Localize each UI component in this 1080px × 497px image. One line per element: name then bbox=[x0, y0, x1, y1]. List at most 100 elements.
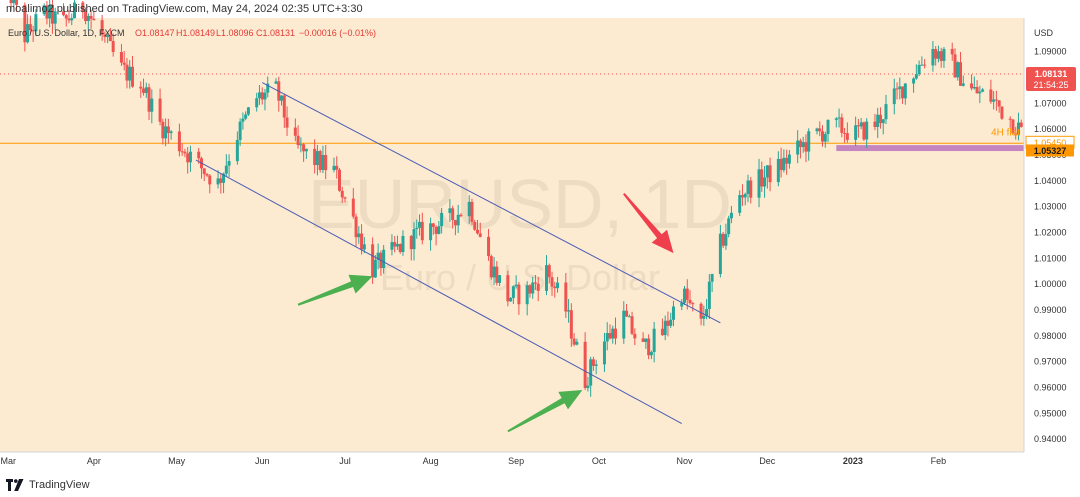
candle bbox=[798, 138, 802, 159]
candle bbox=[509, 297, 513, 302]
footer-brand[interactable]: TradingView bbox=[6, 479, 90, 491]
candle-body bbox=[666, 320, 670, 326]
candle bbox=[219, 172, 223, 194]
candle-body bbox=[807, 131, 811, 152]
ohlc-legend: Euro / U.S. Dollar, 1D, FXCM O1.08147 H1… bbox=[8, 28, 376, 38]
candle bbox=[354, 213, 358, 247]
candle bbox=[158, 88, 162, 126]
candle-body bbox=[92, 18, 96, 21]
candle bbox=[994, 90, 998, 111]
candle-body bbox=[705, 309, 709, 316]
candle-body bbox=[106, 35, 110, 38]
y-tick-label: 0.99000 bbox=[1034, 305, 1067, 315]
flat-price-tag-value: 1.05450 bbox=[1034, 138, 1067, 148]
candle bbox=[263, 89, 267, 111]
candle-body bbox=[473, 221, 477, 230]
candle-body bbox=[28, 24, 32, 31]
publisher-info: moalimo2 published on TradingView.com, M… bbox=[6, 3, 363, 15]
candle-body bbox=[862, 122, 866, 140]
candle-body bbox=[970, 83, 974, 89]
candle-body bbox=[804, 142, 808, 152]
candle bbox=[42, 3, 46, 17]
candle bbox=[936, 45, 940, 63]
candle-body bbox=[255, 98, 259, 108]
candle bbox=[862, 121, 866, 142]
candle-body bbox=[244, 114, 248, 119]
candle bbox=[238, 118, 242, 147]
candle bbox=[398, 243, 402, 254]
candle bbox=[660, 318, 664, 336]
candle bbox=[525, 281, 529, 316]
candle-body bbox=[357, 233, 361, 238]
candle bbox=[796, 130, 800, 164]
candle bbox=[743, 192, 747, 206]
x-axis[interactable] bbox=[0, 451, 1080, 470]
candle bbox=[950, 42, 954, 61]
candle bbox=[202, 168, 206, 182]
candle bbox=[473, 219, 477, 231]
candle bbox=[589, 356, 593, 397]
candle-body bbox=[371, 244, 375, 278]
candle-body bbox=[699, 303, 703, 319]
candle-body bbox=[641, 338, 645, 342]
candle-body bbox=[901, 86, 905, 99]
candle bbox=[489, 254, 493, 280]
candle bbox=[431, 222, 435, 235]
watermark-symbol: EURUSD, 1D bbox=[308, 165, 732, 243]
candle bbox=[785, 149, 789, 175]
candle-body bbox=[246, 107, 250, 115]
candle bbox=[729, 205, 733, 224]
candle-body bbox=[649, 352, 653, 356]
candle-body bbox=[594, 364, 598, 366]
candle-body bbox=[779, 158, 783, 171]
candle-body bbox=[34, 14, 38, 32]
candle-body bbox=[602, 341, 606, 365]
candle bbox=[351, 188, 355, 219]
candle-body bbox=[506, 275, 510, 302]
candle bbox=[222, 172, 226, 194]
candle bbox=[878, 107, 882, 129]
y-tick-label: 1.00000 bbox=[1034, 279, 1067, 289]
x-tick-label: May bbox=[168, 456, 186, 466]
candle bbox=[48, 0, 52, 28]
candle-body bbox=[125, 64, 129, 81]
candle-body bbox=[343, 197, 347, 199]
candle bbox=[459, 213, 463, 218]
x-tick-label: Feb bbox=[931, 456, 947, 466]
candle-body bbox=[994, 99, 998, 101]
candle bbox=[807, 128, 811, 161]
candle-body bbox=[86, 15, 90, 22]
candle-body bbox=[691, 303, 695, 305]
candle-body bbox=[545, 265, 549, 291]
candle bbox=[186, 147, 190, 174]
candle bbox=[671, 300, 675, 327]
candle bbox=[873, 113, 877, 131]
candle-body bbox=[625, 310, 629, 317]
candle-body bbox=[373, 259, 377, 278]
candle-body bbox=[128, 66, 132, 81]
candle-body bbox=[64, 15, 68, 19]
arrow-up-annotation bbox=[297, 274, 373, 306]
candle-body bbox=[622, 310, 626, 339]
candle-body bbox=[257, 92, 261, 99]
candle-body bbox=[840, 117, 844, 133]
candle bbox=[611, 325, 615, 344]
candle bbox=[614, 317, 618, 345]
candle-body bbox=[26, 24, 30, 43]
candle-body bbox=[48, 4, 52, 19]
candle-body bbox=[586, 385, 590, 388]
candle bbox=[536, 277, 540, 302]
candle bbox=[556, 276, 560, 293]
y-tick-label: 1.03000 bbox=[1034, 202, 1067, 212]
candle-body bbox=[351, 198, 355, 217]
candle bbox=[227, 154, 231, 177]
last-price-tag-bg bbox=[1026, 67, 1076, 92]
candle bbox=[166, 118, 170, 144]
candle-body bbox=[354, 216, 358, 238]
candle-body bbox=[197, 151, 201, 159]
x-tick-labels-layer: Mar Apr May Jun Jul Aug Sep Oct Nov Dec 2023 Feb bbox=[1, 456, 947, 466]
candle bbox=[1014, 126, 1018, 140]
candle bbox=[282, 93, 286, 128]
candle-body bbox=[260, 92, 264, 100]
